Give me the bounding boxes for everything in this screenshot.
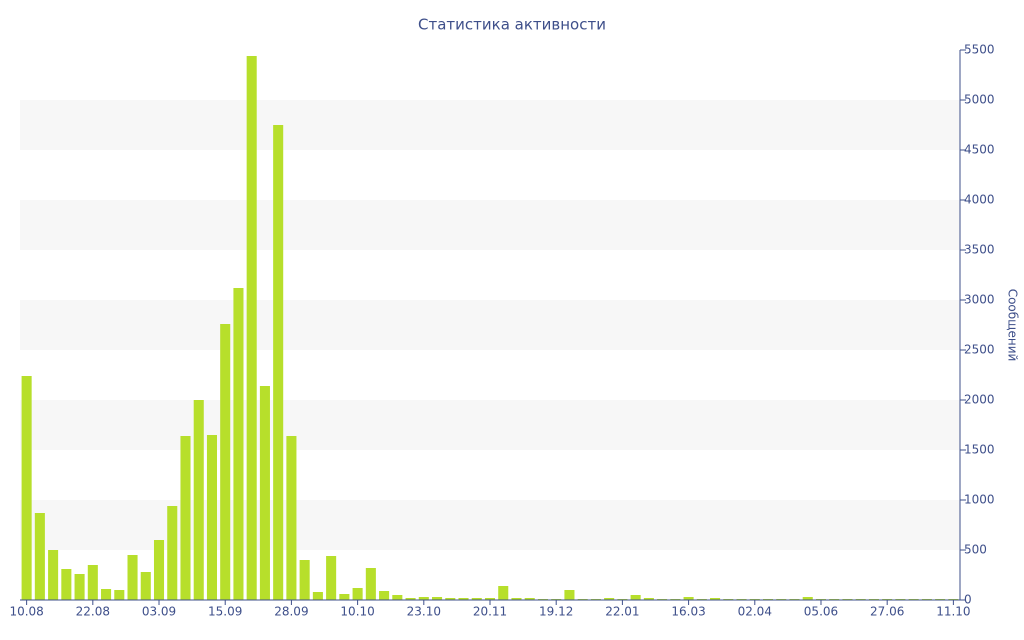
bar — [339, 594, 350, 600]
bar — [511, 598, 522, 600]
x-tick-label: 20.11 — [473, 605, 507, 619]
x-tick-label: 22.08 — [76, 605, 110, 619]
bar — [484, 598, 496, 600]
bar — [710, 598, 721, 600]
bar — [630, 595, 641, 600]
bar — [21, 376, 32, 600]
bar — [48, 550, 59, 600]
bar — [802, 597, 813, 600]
bar — [445, 598, 456, 600]
grid-band — [20, 400, 960, 450]
y-tick-label: 500 — [964, 543, 987, 557]
grid-band — [20, 100, 960, 150]
y-tick-label: 3500 — [964, 243, 995, 257]
y-tick-label: 4500 — [964, 143, 995, 157]
grid-band — [20, 300, 960, 350]
bar — [432, 597, 443, 600]
x-tick-label: 05.06 — [804, 605, 838, 619]
bar — [392, 595, 403, 600]
bar — [193, 400, 204, 600]
bar — [61, 569, 72, 600]
x-tick-label: 19.12 — [539, 605, 573, 619]
y-tick-label: 1500 — [964, 443, 995, 457]
bar — [683, 597, 694, 600]
y-tick-label: 2000 — [964, 393, 995, 407]
x-tick-label: 02.04 — [738, 605, 772, 619]
bar — [643, 598, 654, 600]
x-tick-label: 15.09 — [208, 605, 242, 619]
bar — [564, 590, 575, 600]
bar — [312, 592, 323, 600]
x-tick-label: 10.10 — [340, 605, 374, 619]
bar — [365, 568, 376, 600]
bar — [127, 555, 138, 600]
bar — [326, 556, 337, 600]
grid-band — [20, 200, 960, 250]
x-tick-label: 27.06 — [870, 605, 904, 619]
bar — [114, 590, 125, 600]
bar — [167, 506, 178, 600]
y-tick-label: 4000 — [964, 193, 995, 207]
x-tick-label: 03.09 — [142, 605, 176, 619]
x-tick-label: 10.08 — [9, 605, 43, 619]
y-tick-label: 0 — [964, 593, 972, 607]
bar — [379, 591, 390, 600]
bar — [299, 560, 310, 600]
x-tick-label: 11.10 — [936, 605, 970, 619]
bar — [74, 574, 85, 600]
bar — [418, 597, 429, 600]
y-tick-label: 5000 — [964, 93, 995, 107]
bar — [101, 589, 112, 600]
y-axis-label: Сообщений — [1006, 289, 1020, 362]
bar — [458, 598, 469, 600]
bar — [220, 324, 231, 600]
bar — [233, 288, 244, 600]
bar — [140, 572, 151, 600]
bar — [180, 436, 191, 600]
bar — [259, 386, 270, 600]
chart-title: Статистика активности — [418, 16, 606, 34]
bar — [352, 588, 363, 600]
bar — [87, 565, 98, 600]
bar — [286, 436, 297, 600]
bar — [471, 598, 482, 600]
y-tick-label: 3000 — [964, 293, 995, 307]
y-tick-label: 5500 — [964, 43, 995, 57]
x-tick-label: 16.03 — [671, 605, 705, 619]
bar — [206, 435, 218, 600]
bar — [524, 598, 535, 600]
y-tick-label: 1000 — [964, 493, 995, 507]
bar — [153, 540, 165, 600]
bar — [246, 56, 257, 600]
x-tick-label: 28.09 — [274, 605, 308, 619]
x-tick-label: 23.10 — [407, 605, 441, 619]
x-tick-label: 22.01 — [605, 605, 639, 619]
bar — [604, 598, 615, 600]
bar — [498, 586, 509, 600]
bar — [273, 125, 284, 600]
bar — [34, 513, 45, 600]
y-tick-label: 2500 — [964, 343, 995, 357]
bar — [405, 598, 416, 600]
